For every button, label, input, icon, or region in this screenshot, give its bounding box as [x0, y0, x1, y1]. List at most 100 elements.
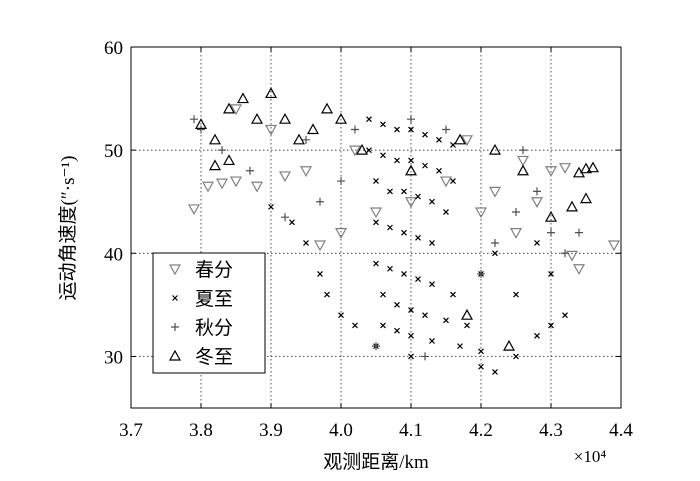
point — [415, 193, 421, 200]
point — [366, 116, 372, 123]
point — [547, 228, 555, 237]
point — [401, 188, 407, 195]
point — [250, 112, 264, 124]
point — [401, 229, 407, 236]
y-tick-label: 50 — [104, 141, 123, 162]
point — [278, 112, 292, 124]
point — [187, 204, 201, 216]
point — [289, 219, 295, 226]
point — [408, 126, 414, 133]
point — [565, 200, 579, 212]
point — [408, 157, 414, 164]
legend-marker — [168, 349, 182, 361]
point — [408, 307, 414, 313]
point — [422, 131, 428, 138]
point — [548, 270, 554, 277]
point — [513, 291, 519, 298]
legend-marker — [168, 264, 182, 276]
x-tick-label: 4.4 — [609, 420, 633, 441]
point — [534, 332, 540, 339]
point — [579, 192, 593, 204]
point — [460, 308, 474, 320]
point — [190, 115, 198, 124]
point — [316, 197, 324, 206]
point — [334, 112, 348, 124]
point — [281, 213, 289, 222]
point — [373, 219, 379, 226]
x-tick-label: 4.1 — [399, 420, 423, 441]
point — [394, 157, 400, 164]
point — [222, 154, 236, 166]
point — [407, 115, 415, 124]
point — [215, 178, 229, 190]
point — [478, 363, 484, 370]
point — [544, 210, 558, 222]
point — [194, 118, 208, 129]
y-axis-label: 运动角速度(″·s⁻¹) — [57, 155, 79, 300]
point — [401, 270, 407, 277]
x-tick-label: 4.0 — [329, 420, 353, 441]
point — [208, 133, 222, 145]
point — [492, 250, 498, 257]
point — [533, 187, 541, 196]
point — [586, 161, 600, 173]
point — [562, 312, 568, 319]
point — [208, 159, 222, 171]
point — [516, 155, 530, 167]
point — [373, 260, 379, 267]
point — [572, 264, 586, 275]
point — [303, 240, 309, 246]
point — [334, 228, 348, 239]
legend-marker — [172, 295, 178, 301]
point — [380, 121, 386, 128]
point — [338, 312, 344, 319]
point — [453, 133, 467, 145]
point — [429, 338, 435, 344]
point — [404, 164, 418, 176]
point — [380, 152, 386, 159]
x-tick-label: 3.8 — [189, 420, 213, 441]
legend-label: 秋分 — [195, 317, 233, 339]
point — [548, 322, 554, 329]
point — [197, 125, 205, 134]
point — [575, 228, 583, 237]
point — [488, 143, 502, 155]
point — [387, 224, 393, 231]
point — [408, 332, 414, 339]
point — [478, 348, 484, 355]
point — [236, 92, 250, 104]
point — [519, 146, 527, 155]
point — [477, 269, 485, 278]
x-tick-label: 4.2 — [469, 420, 493, 441]
point — [488, 186, 502, 198]
point — [544, 166, 558, 178]
point — [415, 234, 421, 241]
point — [222, 102, 236, 114]
point — [404, 197, 418, 208]
point — [317, 270, 323, 277]
point — [442, 125, 450, 134]
point — [534, 240, 540, 246]
point — [474, 207, 488, 219]
point — [324, 291, 330, 298]
point — [366, 147, 372, 154]
point — [408, 353, 414, 360]
point — [429, 281, 435, 288]
point — [422, 162, 428, 169]
point — [450, 178, 456, 185]
legend-label: 夏至 — [195, 289, 233, 310]
point — [250, 181, 264, 193]
point — [443, 209, 449, 215]
point — [436, 136, 442, 143]
legend-label: 春分 — [195, 259, 233, 281]
point — [351, 125, 359, 134]
point — [352, 322, 358, 329]
point — [355, 143, 369, 155]
point — [387, 265, 393, 272]
point — [394, 301, 400, 308]
point — [460, 135, 474, 147]
point — [464, 322, 470, 329]
point — [313, 240, 327, 252]
point — [380, 322, 386, 329]
point — [558, 163, 572, 174]
